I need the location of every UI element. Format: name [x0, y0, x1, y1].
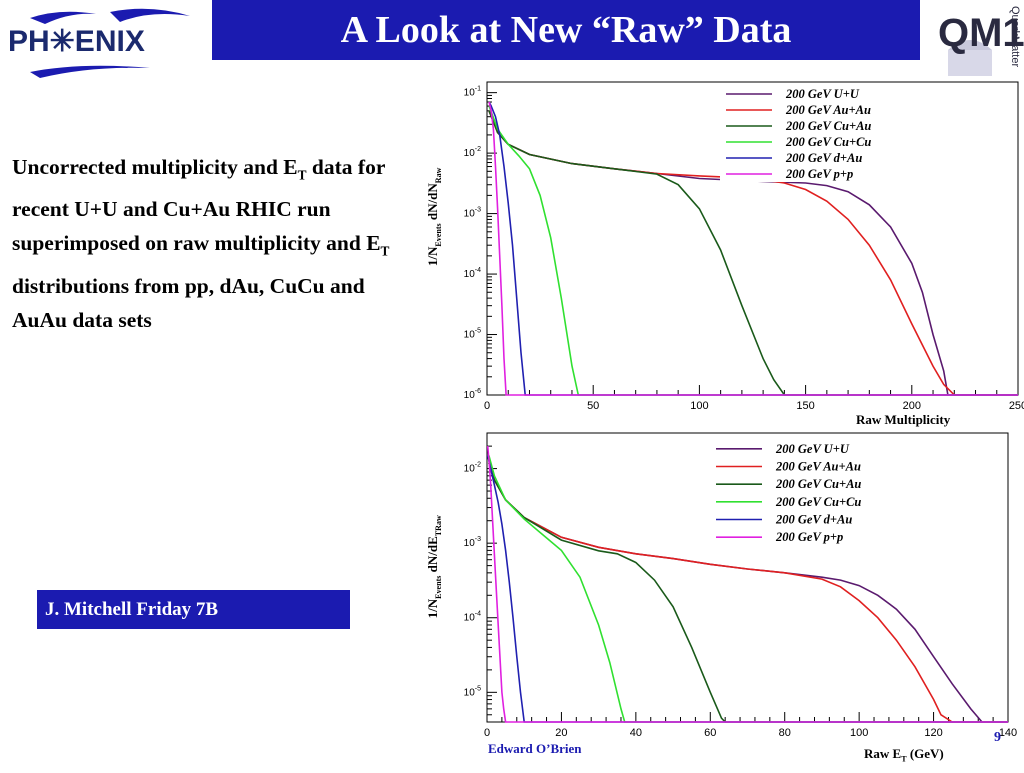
et-chart: 10-5 10-4 10-3 10-2 0 20 40 60 80 100 120 140 200 Ge… [420, 430, 1024, 768]
qm-subtext: QuarkMatter [1009, 6, 1021, 67]
legend: 200 GeV U+U 200 GeV Au+Au 200 GeV Cu+Au 200… [710, 440, 910, 546]
x-tick-label: 0 [484, 727, 490, 739]
series-line [486, 446, 1008, 723]
description-text: Uncorrected multiplicity and ET data for… [12, 155, 390, 332]
series-line [488, 110, 1018, 396]
legend: 200 GeV U+U 200 GeV Au+Au 200 GeV Cu+Au 200… [720, 86, 920, 182]
et-chart-svg: 10-5 10-4 10-3 10-2 0 20 40 60 80 100 120 140 200 Ge… [464, 432, 1017, 739]
legend-entry: 200 GeV Cu+Cu [775, 495, 861, 509]
y-tick-label: 10-5 [464, 685, 481, 698]
x-tick-label: 200 [903, 400, 921, 412]
x-tick-label: 20 [555, 727, 567, 739]
page-number: 9 [994, 730, 1001, 745]
x-tick-label: 140 [999, 727, 1017, 739]
qm12-logo: QM12 QuarkMatter [920, 0, 1024, 88]
x-tick-label: 100 [850, 727, 868, 739]
x-tick-label: 80 [779, 727, 791, 739]
x-tick-label: 0 [484, 400, 490, 412]
multiplicity-chart-svg: 10-6 10-5 10-4 10-3 10-2 10-1 0 50 100 150 200 250 2… [464, 81, 1024, 412]
y-tick-label: 10-3 [464, 207, 481, 220]
legend-entry: 200 GeV d+Au [785, 151, 862, 165]
legend-entry: 200 GeV U+U [775, 442, 850, 456]
author-name: Edward O’Brien [488, 741, 582, 756]
y-tick-label: 10-5 [464, 328, 481, 341]
page-title: A Look at New “Raw” Data [212, 0, 920, 60]
multiplicity-chart: 10-6 10-5 10-4 10-3 10-2 10-1 0 50 100 150 200 250 2… [420, 70, 1024, 430]
y-tick-label: 10-4 [464, 267, 481, 280]
legend-entry: 200 GeV p+p [785, 167, 853, 181]
series-line [488, 101, 1018, 396]
x-axis-label: Raw ET (GeV) [864, 746, 944, 764]
series-line [488, 455, 1008, 723]
x-tick-label: 50 [587, 400, 599, 412]
y-tick-label: 10-4 [464, 611, 481, 624]
qm-text: QM12 [938, 11, 1024, 55]
legend-box [710, 440, 910, 546]
logo-text: PH✳ENIX [8, 25, 145, 58]
legend-entry: 200 GeV Cu+Au [785, 119, 871, 133]
y-tick-label: 10-2 [464, 462, 481, 475]
y-axis-label: 1/NEvents dN/dNRaw [425, 167, 443, 267]
legend-entry: 200 GeV Cu+Cu [785, 135, 871, 149]
phenix-logo: PH✳ENIX [0, 0, 212, 88]
x-tick-label: 60 [704, 727, 716, 739]
x-tick-label: 150 [796, 400, 814, 412]
y-tick-label: 10-2 [464, 146, 481, 159]
y-tick-label: 10-6 [464, 388, 481, 401]
legend-entry: 200 GeV Au+Au [775, 460, 861, 474]
y-axis-label: 1/NEvents dN/dETRaw [425, 515, 443, 619]
legend-entry: 200 GeV Au+Au [785, 103, 871, 117]
talk-reference-badge: J. Mitchell Friday 7B [37, 590, 350, 629]
legend-entry: 200 GeV p+p [775, 530, 843, 544]
x-tick-label: 100 [690, 400, 708, 412]
y-tick-label: 10-3 [464, 536, 481, 549]
x-tick-label: 120 [924, 727, 942, 739]
x-tick-label: 40 [630, 727, 642, 739]
series-line [488, 105, 1018, 396]
legend-entry: 200 GeV U+U [785, 87, 860, 101]
x-axis-label: Raw Multiplicity [856, 412, 951, 427]
legend-box [720, 86, 920, 182]
legend-entry: 200 GeV Cu+Au [775, 477, 861, 491]
y-tick-label: 10-1 [464, 86, 481, 99]
series-line [488, 101, 1018, 396]
series-line [486, 455, 1008, 723]
x-tick-label: 250 [1009, 400, 1024, 412]
legend-entry: 200 GeV d+Au [775, 513, 852, 527]
